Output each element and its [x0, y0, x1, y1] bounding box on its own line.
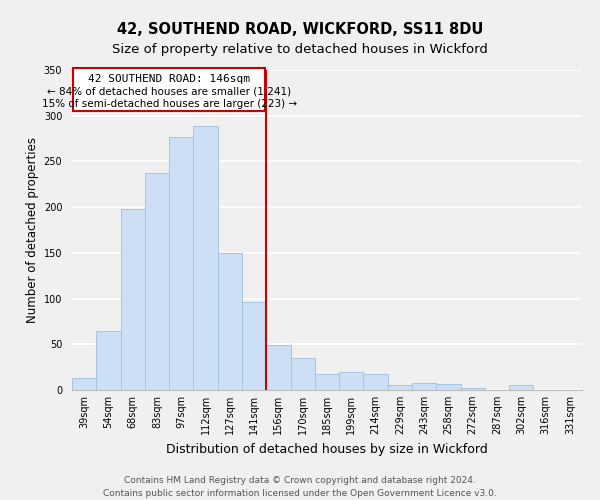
- Text: 42 SOUTHEND ROAD: 146sqm: 42 SOUTHEND ROAD: 146sqm: [88, 74, 250, 84]
- Bar: [364, 374, 388, 390]
- Bar: [266, 345, 290, 390]
- Bar: [193, 126, 218, 390]
- Text: ← 84% of detached houses are smaller (1,241): ← 84% of detached houses are smaller (1,…: [47, 86, 291, 97]
- Bar: [145, 174, 169, 390]
- Bar: [121, 209, 145, 390]
- Bar: [339, 372, 364, 390]
- Text: 15% of semi-detached houses are larger (223) →: 15% of semi-detached houses are larger (…: [41, 100, 297, 110]
- Bar: [412, 382, 436, 390]
- FancyBboxPatch shape: [73, 68, 265, 111]
- Text: 42, SOUTHEND ROAD, WICKFORD, SS11 8DU: 42, SOUTHEND ROAD, WICKFORD, SS11 8DU: [117, 22, 483, 38]
- Bar: [72, 378, 96, 390]
- Bar: [436, 384, 461, 390]
- Bar: [242, 302, 266, 390]
- Bar: [96, 330, 121, 390]
- X-axis label: Distribution of detached houses by size in Wickford: Distribution of detached houses by size …: [166, 442, 488, 456]
- Bar: [315, 374, 339, 390]
- Y-axis label: Number of detached properties: Number of detached properties: [26, 137, 40, 323]
- Bar: [388, 386, 412, 390]
- Bar: [509, 386, 533, 390]
- Bar: [169, 136, 193, 390]
- Text: Size of property relative to detached houses in Wickford: Size of property relative to detached ho…: [112, 42, 488, 56]
- Bar: [461, 388, 485, 390]
- Text: Contains HM Land Registry data © Crown copyright and database right 2024.
Contai: Contains HM Land Registry data © Crown c…: [103, 476, 497, 498]
- Bar: [218, 253, 242, 390]
- Bar: [290, 358, 315, 390]
